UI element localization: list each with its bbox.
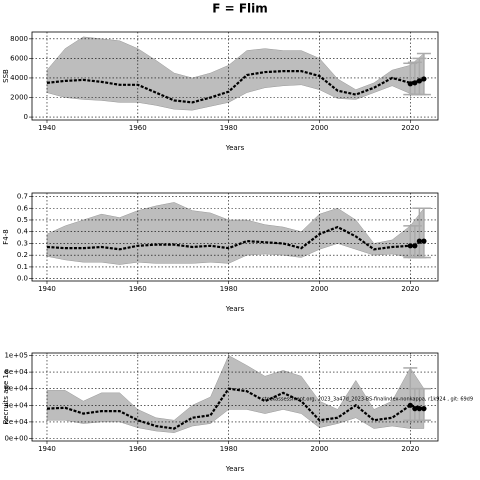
x-tick-label: 2000 (311, 445, 329, 453)
x-axis-label: Years (225, 305, 245, 313)
y-tick-label: 8000 (10, 35, 28, 43)
y-tick-label: 4000 (10, 74, 28, 82)
forecast-point (416, 78, 422, 84)
y-tick-label: 0.2 (17, 251, 28, 259)
confidence-band (46, 355, 425, 433)
y-tick-label: 0e+00 (4, 435, 28, 443)
y-tick-label: 0.0 (17, 275, 28, 283)
forecast-point (416, 406, 422, 412)
x-tick-label: 1960 (129, 285, 147, 293)
x-tick-label: 2020 (401, 285, 419, 293)
x-tick-label: 2000 (311, 124, 329, 132)
y-tick-label: 0 (24, 113, 28, 121)
x-tick-label: 1940 (38, 445, 56, 453)
x-tick-label: 1980 (220, 124, 238, 132)
x-axis-label: Years (225, 144, 245, 152)
forecast-point (407, 243, 413, 249)
chart-title: F = Flim (212, 2, 268, 16)
forecast-point (412, 80, 418, 86)
y-tick-label: 1e+05 (4, 351, 28, 359)
x-tick-label: 2020 (401, 124, 419, 132)
x-tick-label: 1940 (38, 285, 56, 293)
forecast-point (416, 238, 422, 244)
y-axis-label: F4-8 (2, 229, 10, 244)
forecast-point (407, 81, 413, 87)
plot-frame (31, 352, 439, 442)
annotation: stockassessment.org, 2023_3a47d_2023-BS-… (262, 397, 473, 403)
y-tick-label: 4e+04 (4, 401, 28, 409)
x-tick-label: 1980 (220, 445, 238, 453)
x-axis-label: Years (225, 465, 245, 473)
y-tick-label: 0.1 (17, 263, 28, 271)
y-tick-label: 0.3 (17, 239, 28, 247)
x-tick-label: 1960 (129, 445, 147, 453)
x-tick-label: 1960 (129, 124, 147, 132)
y-tick-label: 0.6 (17, 204, 29, 212)
y-tick-label: 6000 (10, 54, 28, 62)
estimate-line (46, 387, 425, 430)
y-tick-label: 0.4 (17, 228, 29, 236)
estimate-line (46, 70, 425, 104)
y-axis-label: Recruits age 1a (2, 370, 10, 425)
estimate-line (46, 225, 425, 251)
forecast-point (412, 406, 418, 412)
plot-frame (31, 31, 439, 121)
y-tick-label: 2000 (10, 94, 28, 102)
y-tick-label: 8e+04 (4, 368, 28, 376)
forecast-point (412, 243, 418, 249)
forecast-point (421, 76, 427, 82)
y-tick-label: 6e+04 (4, 385, 28, 393)
x-tick-label: 1980 (220, 285, 238, 293)
plot-frame (31, 192, 439, 282)
confidence-band (46, 36, 425, 111)
x-tick-label: 1940 (38, 124, 56, 132)
y-axis-label: SSB (2, 69, 10, 83)
x-tick-label: 2000 (311, 285, 329, 293)
y-tick-label: 0.7 (17, 193, 28, 201)
x-tick-label: 2020 (401, 445, 419, 453)
forecast-point (407, 402, 413, 408)
y-tick-label: 2e+04 (4, 418, 28, 426)
forecast-point (421, 406, 427, 412)
y-tick-label: 0.5 (17, 216, 28, 224)
forecast-point (421, 238, 427, 244)
